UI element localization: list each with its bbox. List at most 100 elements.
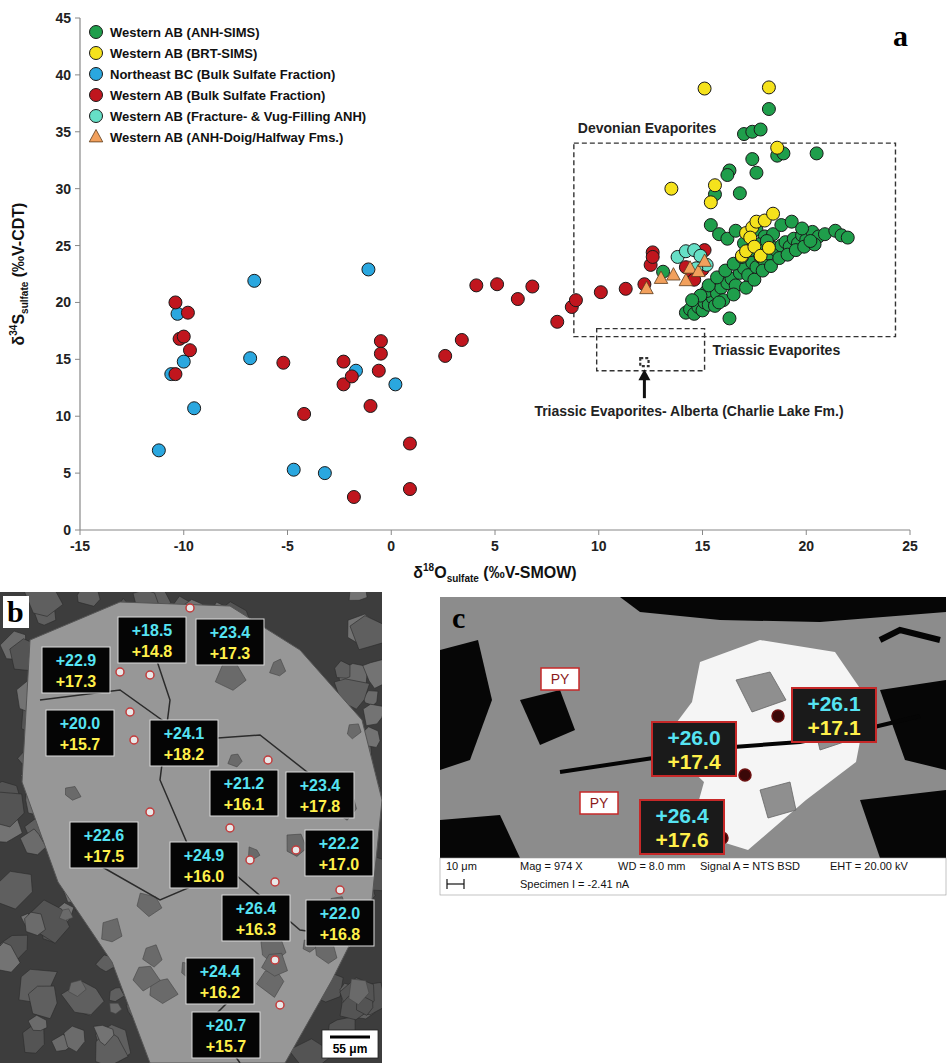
y-tick [75,188,80,189]
point [686,294,699,307]
point [511,293,524,306]
grain [94,1025,114,1045]
grain [0,792,24,827]
point [727,288,740,301]
mineral-label: PY [551,671,570,687]
y-tick-label: 10 [55,408,71,424]
y-axis [79,18,80,530]
point [244,352,257,365]
label-sub: sulfate [447,573,480,584]
point [374,347,387,360]
point [733,187,746,200]
scale-bar [330,1036,370,1039]
annotations: Devonian EvaporitesTriassic EvaporitesTr… [534,120,895,419]
spot-d18o: +15.7 [60,736,101,753]
panel-label-patch [3,596,29,628]
crystal [760,782,796,818]
legend-label: Western AB (Fracture- & Vug-Filling ANH) [110,109,366,124]
point [169,368,182,381]
legend-marker [90,26,103,39]
point [152,444,165,457]
point [287,463,300,476]
mineral-label-box [580,792,618,814]
grain [0,942,20,972]
label-part: (‰V-CDT) [10,203,27,282]
crystal [736,672,786,712]
spot-d18o: +16.3 [236,921,277,938]
scale-bar-end [463,879,464,889]
info-bar [440,858,946,895]
point [771,141,784,154]
label-sup: 34 [8,324,19,336]
point [277,356,290,369]
scale-bar-label: 55 μm [333,1042,368,1056]
grain [349,592,367,600]
grain [59,909,73,921]
y-axis-title: δ34Ssulfate (‰V-CDT) [8,203,30,346]
legend-marker [90,110,103,123]
x-tick [183,530,184,535]
point [439,349,452,362]
x-tick [702,530,703,535]
sem-background [440,597,946,895]
analysis-spot [292,846,300,854]
y-tick [75,530,80,531]
region-label: Triassic Evaporites [713,342,841,358]
spot-d18o: +17.5 [84,848,125,865]
point [183,344,196,357]
grain [347,724,361,739]
y-tick [75,131,80,132]
grain [25,912,46,935]
point [698,82,711,95]
y-tick [75,18,80,19]
region-label: Devonian Evaporites [578,120,717,136]
spot-label-box [652,722,736,776]
grain [335,661,350,679]
x-tick [287,530,288,535]
analysis-spot [271,878,279,886]
series [169,244,711,504]
point [455,333,468,346]
legend-label: Western AB (ANH-Doig/Halfway Fms.) [110,130,343,145]
panel-label: b [7,595,24,628]
label-sub: sulfate [19,281,30,314]
scale-bar-end [446,879,447,889]
legend-marker [89,130,103,142]
analysis-spot [146,671,154,679]
point [721,169,734,182]
spot-d34s: +18.5 [132,622,173,639]
point [665,182,678,195]
spot-d34s: +24.4 [200,963,241,980]
spot-d34s: +26.4 [655,804,708,827]
spot-label-box [192,1012,260,1058]
point [181,306,194,319]
analysis-spot [226,824,234,832]
x-tick [80,530,81,535]
grain [262,953,288,976]
spot-d18o: +17.1 [807,716,860,739]
figure: -15-10-50510152025051015202530354045δ18O… [0,0,949,1063]
pore [860,790,946,858]
point [640,281,654,293]
point [698,254,712,266]
point [364,399,377,412]
x-tick [391,530,392,535]
point [841,231,854,244]
y-tick-label: 25 [55,238,71,254]
panel-c: +26.1+17.1+26.0+17.4+26.4+17.6PYPY10 μmM… [440,597,946,895]
spot-label-box [170,842,238,888]
grain [349,979,369,1005]
point [704,196,717,209]
point [713,296,726,309]
spot-label-box [46,710,114,756]
grain [137,893,162,917]
panel-b: +22.9+17.3+18.5+14.8+23.4+17.3+20.0+15.7… [0,580,395,1063]
x-tick-label: -10 [174,538,194,554]
y-tick [75,473,80,474]
point [526,280,539,293]
grain [23,592,63,616]
spot-d34s: +23.4 [300,777,341,794]
spot-d34s: +20.0 [60,715,101,732]
pore [520,690,575,745]
y-tick-label: 30 [55,181,71,197]
